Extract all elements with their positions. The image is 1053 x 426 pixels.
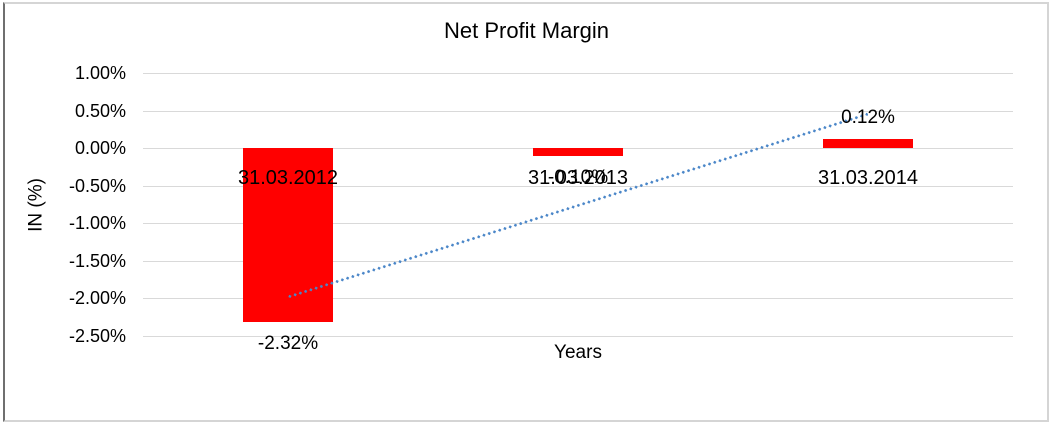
gridline xyxy=(143,223,1013,224)
chart-border xyxy=(3,2,1049,422)
bar-31.03.2012[interactable] xyxy=(243,148,333,322)
gridline xyxy=(143,260,1013,262)
x-axis-title: Years xyxy=(554,342,602,363)
gridline xyxy=(143,110,1013,112)
y-tick-label: 1.00% xyxy=(74,63,126,83)
category-label: 31.03.2014 xyxy=(817,167,919,189)
y-tick-label: -0.50% xyxy=(68,175,126,196)
y-tick-label: 0.50% xyxy=(74,100,126,121)
y-axis-title: IN (%) xyxy=(25,178,47,232)
chart-title: Net Profit Margin xyxy=(443,18,610,43)
data-label: -0.10% xyxy=(547,166,609,188)
bar-31.03.2014[interactable] xyxy=(823,139,913,148)
y-tick-label: 0.00% xyxy=(74,138,126,158)
category-label: 31.03.2012 xyxy=(237,167,339,189)
trendline[interactable] xyxy=(287,112,869,300)
y-tick-label: -2.50% xyxy=(68,325,126,346)
gridline xyxy=(143,73,1013,74)
y-tick-label: -1.00% xyxy=(68,213,126,233)
y-tick-label: -1.50% xyxy=(68,250,126,271)
category-label: 31.03.2013 xyxy=(527,167,629,189)
gridline xyxy=(143,298,1013,299)
gridline xyxy=(143,185,1013,187)
data-label: 0.12% xyxy=(841,107,895,128)
gridline xyxy=(143,335,1013,337)
bar-31.03.2013[interactable] xyxy=(533,148,623,156)
data-label: -2.32% xyxy=(257,333,319,354)
y-tick-label: -2.00% xyxy=(68,288,126,308)
